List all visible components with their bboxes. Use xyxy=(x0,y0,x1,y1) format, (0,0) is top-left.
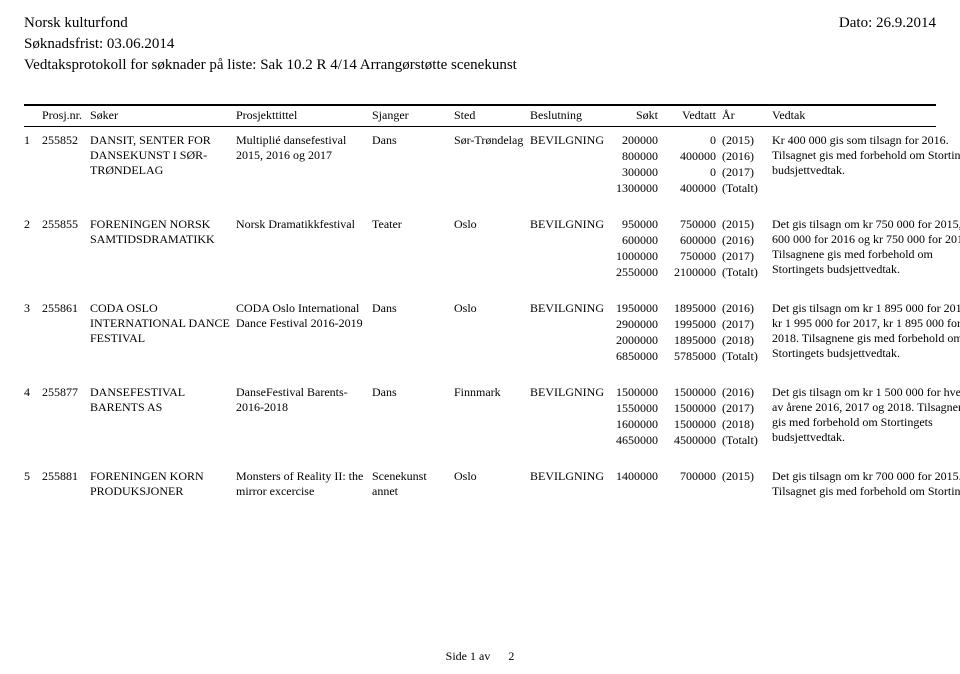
cell-sjanger: Teater xyxy=(372,217,448,232)
col-sokt: Søkt xyxy=(602,108,658,123)
table-row: 4 255877 DANSEFESTIVAL BARENTS ASDanseFest… xyxy=(24,379,936,463)
decisions-table: Prosj.nr. Søker Prosjekttittel Sjanger S… xyxy=(24,104,936,513)
cell-ar: (2015)(2016)(2017)(Totalt) xyxy=(722,133,766,197)
col-beslutning: Beslutning xyxy=(530,108,596,123)
cell-ar: (2016)(2017)(2018)(Totalt) xyxy=(722,301,766,365)
cell-sted: Oslo xyxy=(454,469,524,484)
cell-sjanger: Scenekunst annet xyxy=(372,469,448,499)
doc-subtitle: Vedtaksprotokoll for søknader på liste: … xyxy=(24,56,517,75)
cell-beslutning: BEVILGNING xyxy=(530,133,596,148)
cell-vedtak: Det gis tilsagn om kr 1 895 000 for 2016… xyxy=(772,301,960,361)
col-vedtatt: Vedtatt xyxy=(664,108,716,123)
col-prosjekttittel: Prosjekttittel xyxy=(236,108,366,123)
cell-vedtatt: 700000 xyxy=(664,469,716,485)
cell-ar: (2015)(2016)(2017)(Totalt) xyxy=(722,217,766,281)
cell-idx: 5 xyxy=(24,469,36,484)
col-sjanger: Sjanger xyxy=(372,108,448,123)
cell-sokt: 1500000155000016000004650000 xyxy=(602,385,658,449)
cell-prosjnr: 255877 xyxy=(42,385,84,400)
col-vedtak: Vedtak xyxy=(772,108,960,123)
table-row: 5 255881 FORENINGEN KORN PRODUKSJONERMonst… xyxy=(24,463,936,513)
cell-idx: 3 xyxy=(24,301,36,316)
cell-beslutning: BEVILGNING xyxy=(530,385,596,400)
cell-soker: CODA OSLO INTERNATIONAL DANCE FESTIVAL xyxy=(90,301,230,346)
page-label: Side 1 av xyxy=(446,649,491,663)
page-total: 2 xyxy=(508,649,514,663)
cell-prosjekttittel: Multiplié dansefestival 2015, 2016 og 20… xyxy=(236,133,366,163)
cell-beslutning: BEVILGNING xyxy=(530,469,596,484)
col-soker: Søker xyxy=(90,108,230,123)
cell-vedtatt: 1895000199500018950005785000 xyxy=(664,301,716,365)
cell-sokt: 1400000 xyxy=(602,469,658,485)
cell-prosjnr: 255861 xyxy=(42,301,84,316)
cell-sjanger: Dans xyxy=(372,133,448,148)
col-sted: Sted xyxy=(454,108,524,123)
deadline-value: 03.06.2014 xyxy=(107,36,175,52)
col-ar: År xyxy=(722,108,766,123)
cell-sokt: 2000008000003000001300000 xyxy=(602,133,658,197)
cell-soker: FORENINGEN KORN PRODUKSJONER xyxy=(90,469,230,499)
deadline-label: Søknadsfrist: xyxy=(24,36,103,52)
cell-idx: 1 xyxy=(24,133,36,148)
cell-prosjekttittel: Monsters of Reality II: the mirror excer… xyxy=(236,469,366,499)
cell-sted: Finnmark xyxy=(454,385,524,400)
cell-prosjnr: 255855 xyxy=(42,217,84,232)
cell-vedtak: Det gis tilsagn om kr 700 000 for 2015. … xyxy=(772,469,960,499)
cell-prosjnr: 255881 xyxy=(42,469,84,484)
page-footer: Side 1 av 2 xyxy=(0,649,960,664)
cell-prosjekttittel: Norsk Dramatikkfestival xyxy=(236,217,366,232)
cell-sokt: 1950000290000020000006850000 xyxy=(602,301,658,365)
cell-sted: Oslo xyxy=(454,301,524,316)
cell-ar: (2016)(2017)(2018)(Totalt) xyxy=(722,385,766,449)
table-row: 1 255852 DANSIT, SENTER FOR DANSEKUNST I S… xyxy=(24,127,936,211)
cell-ar: (2015) xyxy=(722,469,766,485)
cell-vedtak: Kr 400 000 gis som tilsagn for 2016. Til… xyxy=(772,133,960,178)
cell-vedtak: Det gis tilsagn om kr 1 500 000 for hver… xyxy=(772,385,960,445)
cell-sjanger: Dans xyxy=(372,385,448,400)
col-prosjnr: Prosj.nr. xyxy=(42,108,84,123)
cell-sted: Sør-Trøndelag xyxy=(454,133,524,148)
cell-vedtatt: 1500000150000015000004500000 xyxy=(664,385,716,449)
cell-sjanger: Dans xyxy=(372,301,448,316)
cell-vedtatt: 7500006000007500002100000 xyxy=(664,217,716,281)
date-label: Dato: xyxy=(839,15,872,31)
cell-prosjnr: 255852 xyxy=(42,133,84,148)
cell-prosjekttittel: CODA Oslo International Dance Festival 2… xyxy=(236,301,366,331)
cell-beslutning: BEVILGNING xyxy=(530,301,596,316)
cell-soker: DANSEFESTIVAL BARENTS AS xyxy=(90,385,230,415)
date-value: 26.9.2014 xyxy=(876,15,936,31)
cell-vedtak: Det gis tilsagn om kr 750 000 for 2015, … xyxy=(772,217,960,277)
doc-title: Norsk kulturfond xyxy=(24,14,517,33)
cell-sted: Oslo xyxy=(454,217,524,232)
cell-soker: DANSIT, SENTER FOR DANSEKUNST I SØR-TRØN… xyxy=(90,133,230,178)
table-row: 3 255861 CODA OSLO INTERNATIONAL DANCE FES… xyxy=(24,295,936,379)
table-row: 2 255855 FORENINGEN NORSK SAMTIDSDRAMATIKK… xyxy=(24,211,936,295)
cell-beslutning: BEVILGNING xyxy=(530,217,596,232)
cell-prosjekttittel: DanseFestival Barents- 2016-2018 xyxy=(236,385,366,415)
cell-idx: 4 xyxy=(24,385,36,400)
table-header-row: Prosj.nr. Søker Prosjekttittel Sjanger S… xyxy=(24,105,936,127)
cell-vedtatt: 04000000400000 xyxy=(664,133,716,197)
cell-sokt: 95000060000010000002550000 xyxy=(602,217,658,281)
cell-soker: FORENINGEN NORSK SAMTIDSDRAMATIKK xyxy=(90,217,230,247)
cell-idx: 2 xyxy=(24,217,36,232)
